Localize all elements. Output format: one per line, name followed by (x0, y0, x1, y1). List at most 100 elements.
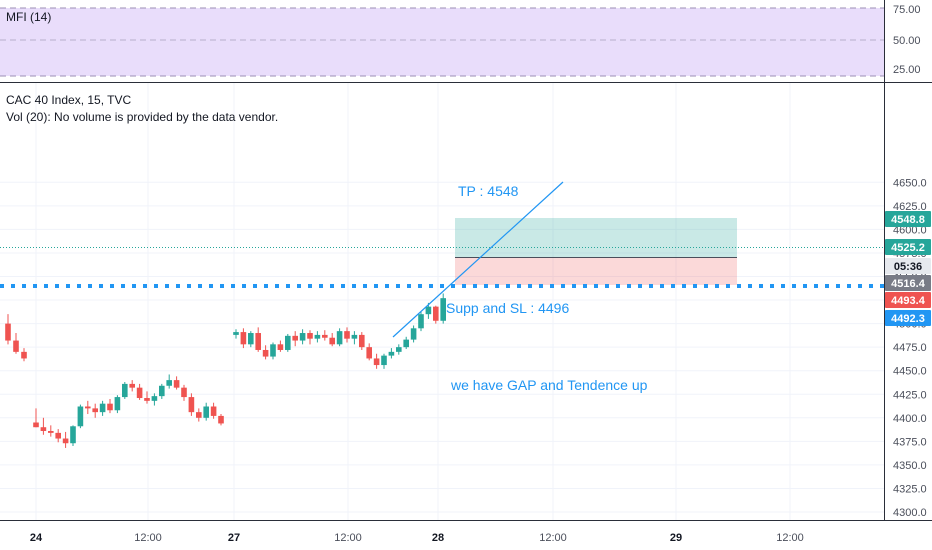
price-tag[interactable]: 4492.3 (885, 310, 931, 326)
candle (166, 374, 172, 389)
candle (107, 398, 113, 414)
candle (351, 331, 358, 345)
time-axis[interactable]: 24 12:00 27 12:00 28 12:00 29 12:00 (30, 532, 804, 544)
candle (196, 408, 202, 422)
candle (203, 402, 209, 421)
price-tick: 4300.0 (893, 507, 927, 519)
candle (188, 393, 195, 416)
sl-annotation[interactable]: Supp and SL : 4496 (446, 300, 569, 316)
price-tag-label: 05:36 (894, 261, 922, 273)
candle (85, 400, 91, 415)
candle (307, 330, 313, 345)
candle (92, 403, 98, 418)
chart-legend: CAC 40 Index, 15, TVC Vol (20): No volum… (6, 92, 278, 126)
time-tick: 12:00 (134, 532, 162, 544)
candle (21, 348, 27, 362)
candle (270, 342, 276, 360)
candle (40, 417, 47, 435)
take-profit-zone[interactable] (455, 218, 737, 257)
candle (136, 383, 143, 400)
time-tick: 12:00 (776, 532, 804, 544)
candles-layer (5, 293, 446, 448)
stop-loss-zone[interactable] (455, 257, 737, 285)
price-tick: 4475.0 (893, 342, 927, 354)
price-tag[interactable]: 4493.4 (885, 292, 931, 308)
candle (99, 400, 106, 416)
time-tick: 12:00 (539, 532, 567, 544)
candle (359, 332, 365, 350)
candle (70, 425, 76, 447)
candle (344, 327, 350, 343)
time-tick: 24 (30, 532, 43, 544)
candle (366, 343, 372, 361)
trendline[interactable] (392, 181, 564, 338)
mfi-tick-25: 25.00 (893, 64, 921, 76)
candle (285, 333, 291, 352)
price-tick: 4650.0 (893, 177, 927, 189)
mfi-band (0, 8, 884, 76)
price-tag-label: 4492.3 (891, 313, 925, 325)
price-tag[interactable]: 4516.4 (885, 275, 931, 291)
candle (373, 353, 380, 369)
candle (114, 395, 121, 414)
candle (329, 333, 335, 347)
time-tick: 27 (228, 532, 240, 544)
candle (55, 429, 61, 443)
candle (403, 336, 409, 350)
candle (151, 393, 158, 406)
candle (396, 344, 402, 355)
candle (181, 384, 187, 401)
price-tag-label: 4548.8 (891, 214, 925, 226)
price-tag-label: 4525.2 (891, 242, 925, 254)
candle (255, 327, 261, 352)
price-tag-label: 4516.4 (891, 278, 926, 290)
candle (218, 414, 224, 426)
price-tick: 4450.0 (893, 366, 927, 378)
candle (248, 331, 254, 348)
symbol-title[interactable]: CAC 40 Index, 15, TVC (6, 93, 132, 107)
candle (144, 391, 150, 404)
candle (173, 376, 180, 390)
price-tick: 4350.0 (893, 460, 927, 472)
candle (33, 408, 39, 428)
candle (129, 380, 135, 392)
candle (233, 329, 239, 339)
price-tick: 4325.0 (893, 483, 927, 495)
candle (440, 293, 446, 324)
price-tag[interactable]: 05:36 (885, 258, 931, 274)
time-tick: 28 (432, 532, 444, 544)
candle (159, 383, 165, 399)
price-tag-label: 4493.4 (891, 295, 926, 307)
price-tag[interactable]: 4548.8 (885, 211, 931, 227)
candle (77, 404, 84, 429)
price-tag[interactable]: 4525.2 (885, 239, 931, 255)
price-tick: 4375.0 (893, 436, 927, 448)
time-tick: 29 (670, 532, 682, 544)
mfi-label: MFI (14) (6, 10, 51, 24)
candle (292, 331, 298, 347)
candle (210, 402, 217, 419)
price-tick: 4600.0 (893, 224, 927, 236)
note-annotation[interactable]: we have GAP and Tendence up (450, 377, 648, 393)
candle (410, 325, 417, 343)
candle (277, 340, 284, 352)
candle (433, 305, 439, 324)
candle (388, 348, 395, 359)
volume-legend: Vol (20): No volume is provided by the d… (6, 110, 279, 124)
candle (262, 345, 269, 360)
candle (5, 314, 11, 345)
price-tick: 4625.0 (893, 201, 927, 213)
candle (240, 328, 247, 349)
candle (122, 382, 128, 399)
tp-annotation[interactable]: TP : 4548 (458, 183, 519, 199)
candle (13, 333, 19, 354)
mfi-tick-50: 50.00 (893, 35, 921, 47)
price-axis[interactable]: 4650.04625.04600.04575.04550.04525.04500… (893, 177, 927, 519)
candle (314, 331, 321, 343)
candle (62, 431, 69, 448)
candle (48, 425, 54, 437)
candle (322, 330, 328, 341)
time-tick: 12:00 (334, 532, 362, 544)
candle (425, 302, 432, 319)
